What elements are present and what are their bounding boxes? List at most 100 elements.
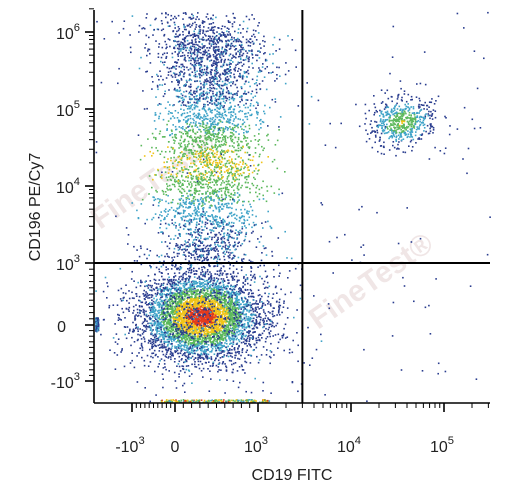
dot-main-halo <box>294 267 297 270</box>
dot-main-halo <box>122 311 125 314</box>
dot-main-halo <box>190 336 193 338</box>
dot-main-population <box>222 311 224 313</box>
dot-main-halo <box>207 296 209 298</box>
dot-main-population <box>228 336 231 338</box>
dot-main-halo <box>221 342 223 344</box>
dot-main-population <box>200 316 202 318</box>
dot-main-population <box>154 317 156 319</box>
dot-main-population <box>186 338 188 341</box>
dot-main-population <box>129 328 131 331</box>
dot-main-population <box>162 313 165 315</box>
dot-main-population <box>192 319 195 322</box>
dot-main-population <box>209 307 211 309</box>
dot-main-population <box>210 338 212 340</box>
dot-main-halo <box>266 299 269 302</box>
dot-main-population <box>175 299 177 301</box>
dot-main-population <box>193 328 196 331</box>
dot-main-halo <box>267 311 270 313</box>
dot-main-halo <box>193 358 195 361</box>
dot-main-population <box>242 300 244 303</box>
dot-main-population <box>161 292 164 295</box>
dot-main-population <box>183 318 185 321</box>
dot-main-population <box>230 299 233 301</box>
dot-main-population <box>150 314 152 317</box>
dot-main-population <box>238 366 241 368</box>
dot-main-population <box>272 315 274 318</box>
dot-main-population <box>207 324 209 327</box>
dot-main-halo <box>109 349 111 351</box>
dot-main-population <box>223 327 226 330</box>
dot-main-population <box>158 332 161 335</box>
dot-main-population <box>186 345 189 347</box>
dot-main-halo <box>194 311 196 314</box>
dot-main-halo <box>165 341 167 343</box>
dot-main-halo <box>266 349 268 351</box>
dot-main-halo <box>237 319 239 322</box>
dot-main-halo <box>126 299 128 302</box>
dot-main-halo <box>262 318 265 320</box>
dot-main-population <box>180 295 182 298</box>
dot-main-population <box>221 274 224 276</box>
dot-main-population <box>231 301 234 304</box>
dot-main-population <box>169 317 172 320</box>
dot-main-halo <box>195 366 198 368</box>
dot-main-halo <box>117 289 120 292</box>
dot-main-population <box>181 320 183 322</box>
dot-main-population <box>168 305 170 307</box>
dot-main-population <box>158 322 160 325</box>
dot-main-population <box>184 326 187 329</box>
dot-main-halo <box>254 313 256 316</box>
dot-main-population <box>193 330 196 332</box>
dot-main-population <box>184 337 187 339</box>
dot-main-population <box>185 359 188 362</box>
dot-main-halo <box>273 276 275 278</box>
dot-main-population <box>175 302 177 305</box>
dot-main-population <box>178 293 181 295</box>
dot-main-population <box>183 311 185 313</box>
dot-main-population <box>185 334 188 337</box>
dot-main-population <box>238 312 241 315</box>
dot-main-halo <box>194 308 197 311</box>
dot-main-halo <box>186 303 188 305</box>
dot-main-halo <box>254 377 256 380</box>
dot-main-population <box>234 297 236 300</box>
dot-main-population <box>205 320 207 323</box>
dot-main-halo <box>200 327 203 329</box>
dot-main-population <box>166 283 169 286</box>
dot-main-halo <box>215 283 217 286</box>
dot-main-population <box>205 328 207 330</box>
dot-main-population <box>249 301 251 304</box>
dot-main-population <box>149 361 152 363</box>
dot-main-population <box>153 307 155 309</box>
dot-main-halo <box>201 278 204 281</box>
dot-main-population <box>229 323 232 326</box>
dot-main-population <box>216 344 219 346</box>
dot-main-population <box>248 295 250 298</box>
dot-main-halo <box>245 339 248 341</box>
dot-main-population <box>202 304 204 307</box>
dot-main-population <box>209 299 212 301</box>
dot-main-population <box>205 350 207 353</box>
dot-main-population <box>256 316 258 319</box>
dot-main-population <box>228 337 230 339</box>
dot-main-population <box>176 365 178 367</box>
dot-main-population <box>203 346 205 349</box>
dot-main-population <box>123 365 126 368</box>
dot-main-population <box>209 287 211 290</box>
dot-main-population <box>176 294 178 297</box>
dot-main-population <box>136 355 138 357</box>
dot-main-population <box>152 352 155 354</box>
dot-main-population <box>217 298 220 300</box>
dot-main-population <box>183 344 186 346</box>
dot-main-population <box>231 345 233 348</box>
dot-main-population <box>259 321 261 324</box>
dot-main-population <box>254 309 256 312</box>
dot-main-population <box>205 333 208 336</box>
dot-main-population <box>164 326 167 329</box>
dot-main-population <box>204 283 207 285</box>
dot-main-population <box>161 304 163 307</box>
dot-main-population <box>283 300 285 302</box>
dot-main-population <box>210 300 213 303</box>
dot-main-population <box>169 303 171 306</box>
dot-main-halo <box>223 286 225 289</box>
